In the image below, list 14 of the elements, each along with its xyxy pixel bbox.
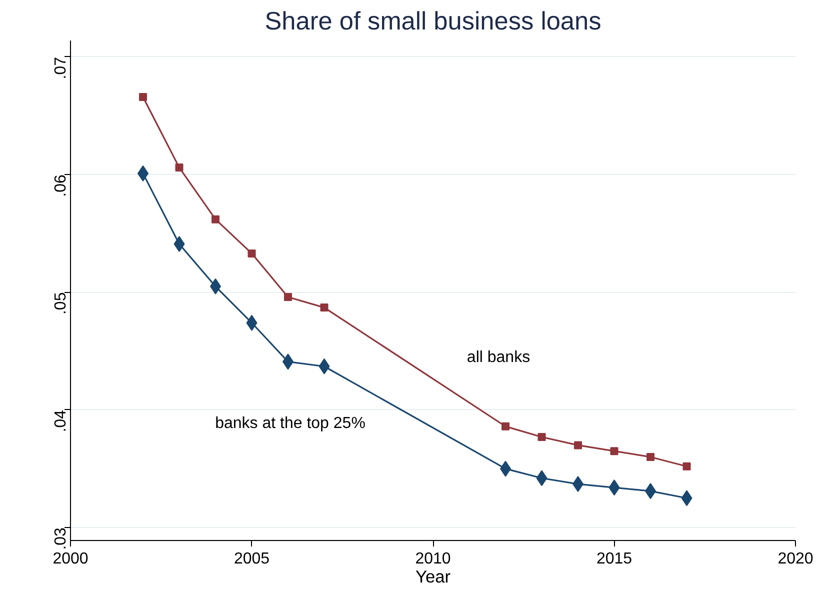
chart-title: Share of small business loans: [264, 8, 602, 36]
y-tick-label: .04: [52, 410, 70, 432]
y-tick-label: .05: [52, 292, 70, 315]
x-tick-label: 2020: [778, 550, 814, 568]
y-tick-label: .06: [52, 174, 70, 197]
x-axis-title: Year: [415, 566, 451, 586]
y-tick-label: .03: [52, 527, 70, 550]
x-tick-label: 2015: [596, 550, 632, 568]
x-tick-label: 2010: [415, 550, 451, 568]
x-tick-label: 2005: [234, 550, 270, 568]
series-label: all banks: [466, 348, 530, 366]
y-tick-label: .07: [52, 56, 70, 80]
x-tick-label: 2000: [52, 550, 88, 568]
series-label: banks at the top 25%: [215, 414, 366, 432]
